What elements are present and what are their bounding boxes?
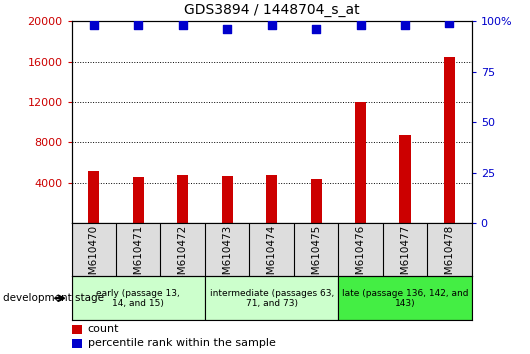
Text: late (passage 136, 142, and
143): late (passage 136, 142, and 143): [342, 289, 469, 308]
Point: [356, 22, 365, 28]
Point: [312, 27, 320, 32]
Bar: [338, 276, 472, 320]
Bar: [177, 175, 188, 223]
Bar: [355, 102, 366, 223]
Point: [445, 21, 454, 26]
Bar: [72, 325, 82, 334]
Bar: [72, 276, 205, 320]
Text: development stage: development stage: [3, 293, 104, 303]
Text: GSM610472: GSM610472: [178, 225, 188, 288]
Text: GSM610477: GSM610477: [400, 225, 410, 288]
Text: GSM610473: GSM610473: [222, 225, 232, 288]
Text: GSM610476: GSM610476: [356, 225, 366, 288]
Text: GSM610475: GSM610475: [311, 225, 321, 288]
Bar: [400, 135, 411, 223]
Text: GSM610474: GSM610474: [267, 225, 277, 288]
Text: early (passage 13,
14, and 15): early (passage 13, 14, and 15): [96, 289, 180, 308]
Point: [267, 22, 276, 28]
Text: percentile rank within the sample: percentile rank within the sample: [87, 338, 276, 348]
Text: GSM610478: GSM610478: [445, 225, 454, 288]
Bar: [132, 177, 144, 223]
Text: count: count: [87, 325, 119, 335]
Bar: [266, 175, 277, 223]
Text: GSM610471: GSM610471: [133, 225, 143, 288]
Bar: [88, 171, 99, 223]
Point: [134, 22, 143, 28]
Bar: [205, 276, 338, 320]
Point: [401, 22, 409, 28]
Text: GSM610470: GSM610470: [89, 225, 99, 288]
Title: GDS3894 / 1448704_s_at: GDS3894 / 1448704_s_at: [184, 4, 359, 17]
Point: [223, 27, 232, 32]
Bar: [444, 57, 455, 223]
Bar: [72, 339, 82, 348]
Bar: [311, 179, 322, 223]
Text: intermediate (passages 63,
71, and 73): intermediate (passages 63, 71, and 73): [209, 289, 334, 308]
Point: [179, 22, 187, 28]
Bar: [222, 176, 233, 223]
Point: [90, 22, 98, 28]
